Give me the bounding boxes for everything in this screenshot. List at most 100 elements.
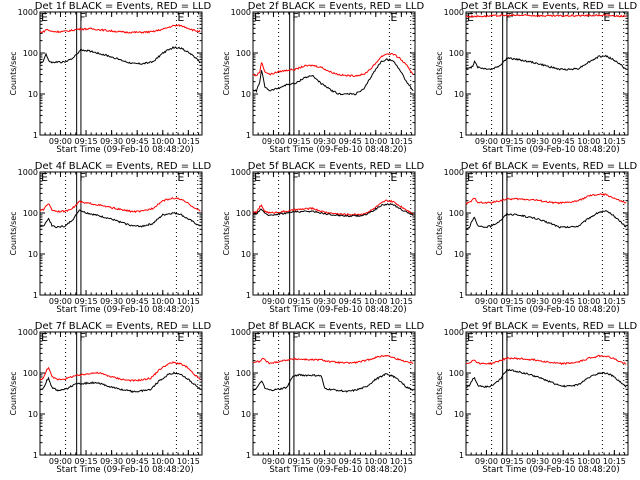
y-tick-label: 10 — [454, 250, 464, 259]
x-tick-label: 09:15 — [501, 137, 524, 146]
events-series-line — [252, 202, 414, 218]
x-tick-label: 10:00 — [577, 137, 600, 146]
chart-title: Det 3f BLACK = Events, RED = LLD — [461, 1, 638, 12]
x-axis-label: Start Time (09-Feb-10 08:48:20) — [482, 305, 619, 315]
y-tick-label: 1 — [459, 131, 464, 140]
y-axis-label: Counts/sec — [435, 51, 444, 95]
x-tick-label: 10:00 — [364, 457, 387, 466]
x-tick-label: 10:00 — [364, 297, 387, 306]
event-marker-label: E — [603, 331, 610, 344]
events-series-line — [252, 57, 414, 96]
event-marker-label: E — [254, 331, 261, 344]
y-axis-label: Counts/sec — [9, 371, 18, 415]
chart-title: Det 2f BLACK = Events, RED = LLD — [248, 1, 425, 12]
x-tick-label: 09:00 — [49, 137, 72, 146]
x-tick-label: 10:15 — [177, 457, 200, 466]
y-tick-label: 100 — [23, 209, 38, 218]
event-marker-label: F — [79, 171, 85, 184]
x-tick-label: 09:15 — [75, 457, 98, 466]
event-marker-label: F — [292, 11, 298, 24]
y-tick-label: 1 — [33, 291, 38, 300]
chart-title: Det 1f BLACK = Events, RED = LLD — [35, 1, 212, 12]
y-axis-label: Counts/sec — [9, 51, 18, 95]
chart-title: Det 7f BLACK = Events, RED = LLD — [35, 321, 212, 332]
x-axis-label: Start Time (09-Feb-10 08:48:20) — [56, 305, 193, 315]
x-axis-label: Start Time (09-Feb-10 08:48:20) — [56, 145, 193, 155]
x-tick-label: 09:00 — [49, 297, 72, 306]
x-tick-label: 10:15 — [177, 137, 200, 146]
lld-series-line — [465, 13, 627, 18]
y-tick-label: 1 — [459, 451, 464, 460]
y-tick-label: 10 — [28, 410, 38, 419]
event-marker-label: F — [292, 171, 298, 184]
events-series-line — [39, 45, 201, 65]
chart-panel: Det 9f BLACK = Events, RED = LLD 1 10 100 10… — [435, 321, 637, 475]
x-tick-label: 09:30 — [100, 137, 123, 146]
chart-panel: Det 8f BLACK = Events, RED = LLD 1 10 100 10… — [222, 321, 424, 475]
x-axis-label: Start Time (09-Feb-10 08:48:20) — [269, 145, 406, 155]
y-tick-label: 100 — [236, 209, 251, 218]
event-marker-label: E — [390, 11, 397, 24]
event-marker-label: F — [292, 331, 298, 344]
x-tick-label: 09:15 — [75, 137, 98, 146]
x-tick-label: 09:30 — [313, 137, 336, 146]
y-tick-label: 1000 — [444, 8, 464, 17]
y-tick-label: 10 — [28, 250, 38, 259]
y-axis-label: Counts/sec — [222, 51, 231, 95]
event-marker-label: E — [41, 11, 48, 24]
lld-series-line — [252, 53, 414, 78]
events-series-line — [252, 373, 414, 393]
x-tick-label: 10:00 — [577, 457, 600, 466]
x-axis-label: Start Time (09-Feb-10 08:48:20) — [56, 465, 193, 475]
chart-panel: Det 3f BLACK = Events, RED = LLD 1 10 100 10… — [435, 1, 637, 155]
y-axis-label: Counts/sec — [9, 211, 18, 255]
chart-panel: Det 5f BLACK = Events, RED = LLD 1 10 100 10… — [222, 161, 424, 315]
x-tick-label: 10:15 — [177, 297, 200, 306]
plot-frame — [252, 331, 416, 456]
plot-frame — [39, 331, 203, 456]
y-tick-label: 1000 — [231, 328, 251, 337]
x-tick-label: 09:00 — [262, 137, 285, 146]
plot-frame — [465, 331, 629, 456]
y-axis-label: Counts/sec — [435, 211, 444, 255]
event-marker-label: E — [177, 171, 184, 184]
x-tick-label: 09:45 — [552, 457, 575, 466]
event-marker-label: E — [254, 11, 261, 24]
y-tick-label: 1 — [33, 131, 38, 140]
events-series-line — [465, 54, 627, 71]
x-tick-label: 09:15 — [75, 297, 98, 306]
x-axis-label: Start Time (09-Feb-10 08:48:20) — [482, 145, 619, 155]
x-tick-label: 09:15 — [501, 457, 524, 466]
events-series-line — [465, 367, 627, 389]
y-tick-label: 1 — [246, 131, 251, 140]
y-tick-label: 10 — [28, 90, 38, 99]
event-marker-label: E — [467, 171, 474, 184]
event-marker-label: F — [505, 11, 511, 24]
lld-series-line — [252, 199, 414, 216]
x-tick-label: 10:00 — [151, 457, 174, 466]
x-tick-label: 09:45 — [552, 297, 575, 306]
event-marker-label: E — [603, 171, 610, 184]
y-tick-label: 100 — [449, 49, 464, 58]
event-marker-label: E — [603, 11, 610, 24]
x-tick-label: 09:00 — [475, 137, 498, 146]
event-marker-label: E — [254, 171, 261, 184]
x-tick-label: 10:00 — [151, 137, 174, 146]
x-tick-label: 09:30 — [313, 297, 336, 306]
event-marker-label: E — [467, 11, 474, 24]
y-tick-label: 1 — [459, 291, 464, 300]
x-tick-label: 09:45 — [339, 137, 362, 146]
x-tick-label: 10:15 — [390, 297, 413, 306]
y-tick-label: 100 — [449, 369, 464, 378]
chart-panel: Det 7f BLACK = Events, RED = LLD 1 10 100 10… — [9, 321, 211, 475]
x-tick-label: 09:30 — [526, 457, 549, 466]
x-tick-label: 09:15 — [288, 297, 311, 306]
y-tick-label: 1000 — [444, 328, 464, 337]
y-tick-label: 100 — [449, 209, 464, 218]
x-tick-label: 09:30 — [100, 297, 123, 306]
lld-series-line — [465, 193, 627, 205]
y-tick-label: 1000 — [18, 8, 38, 17]
plot-frame — [252, 171, 416, 296]
x-tick-label: 10:15 — [603, 297, 626, 306]
